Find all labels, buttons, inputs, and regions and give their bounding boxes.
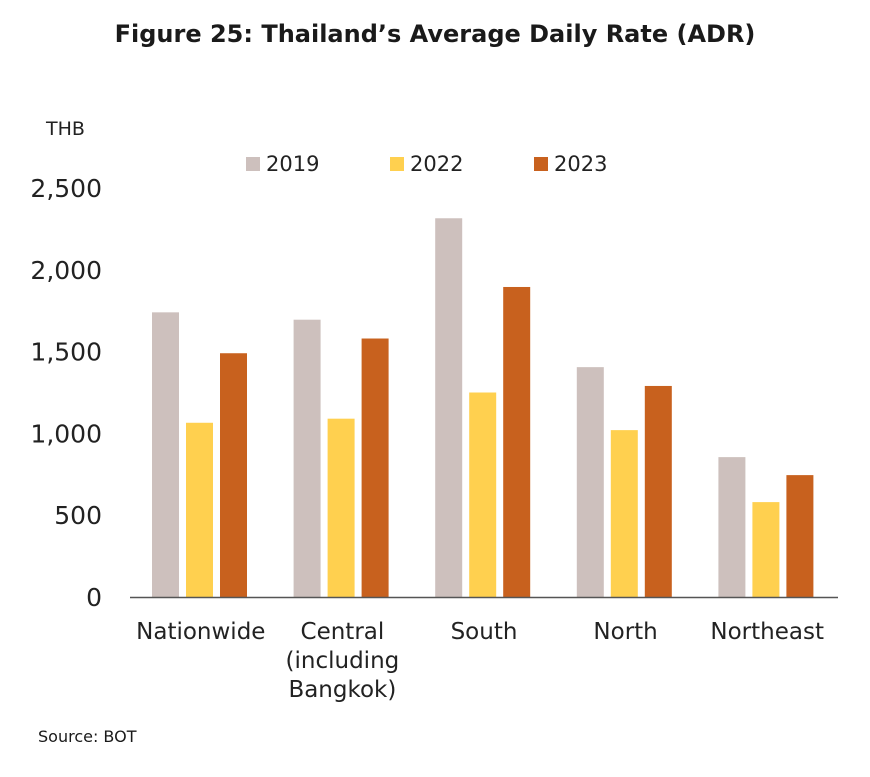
y-tick-label: 1,000 bbox=[30, 419, 102, 448]
x-category-label: North bbox=[593, 619, 657, 645]
bar-2023 bbox=[786, 475, 814, 597]
legend-label: 2019 bbox=[266, 152, 319, 176]
x-category-label: Northeast bbox=[710, 619, 824, 645]
y-tick-label: 2,500 bbox=[30, 174, 102, 203]
bar-2019 bbox=[293, 319, 321, 597]
bar-2019 bbox=[576, 367, 604, 597]
legend: 2019 2022 2023 bbox=[246, 152, 607, 176]
bar-2022 bbox=[752, 502, 780, 597]
y-tick-label: 1,500 bbox=[30, 338, 102, 367]
bar-2022 bbox=[327, 418, 355, 597]
x-category-label: South bbox=[451, 619, 518, 645]
source-note: Source: BOT bbox=[38, 727, 137, 746]
y-axis-unit-label: THB bbox=[45, 118, 85, 140]
bar-2022 bbox=[186, 422, 213, 597]
x-category-label: Nationwide bbox=[136, 619, 265, 645]
y-tick-label: 0 bbox=[86, 583, 102, 612]
bar-2022 bbox=[469, 392, 497, 597]
legend-swatch-2019 bbox=[246, 157, 260, 171]
legend-swatch-2022 bbox=[390, 157, 404, 171]
bar-2023 bbox=[644, 385, 672, 597]
bar-2019 bbox=[435, 218, 463, 598]
legend-label: 2022 bbox=[410, 152, 463, 176]
bar-2019 bbox=[152, 312, 179, 597]
chart-title: Figure 25: Thailand’s Average Daily Rate… bbox=[114, 20, 756, 48]
legend-swatch-2023 bbox=[534, 157, 548, 171]
y-tick-label: 500 bbox=[54, 501, 102, 530]
y-axis-ticks: 0 500 1,000 1,500 2,000 2,500 bbox=[30, 174, 102, 612]
bar-2023 bbox=[361, 338, 389, 597]
x-axis-labels: Nationwide Central (including Bangkok) South… bbox=[136, 619, 824, 703]
bar-2023 bbox=[220, 353, 247, 597]
bars bbox=[152, 218, 814, 598]
y-tick-label: 2,000 bbox=[30, 256, 102, 285]
legend-label: 2023 bbox=[554, 152, 607, 176]
x-category-label: Central (including Bangkok) bbox=[286, 619, 400, 703]
bar-2022 bbox=[610, 430, 638, 597]
bar-2023 bbox=[503, 286, 531, 597]
bar-2019 bbox=[718, 457, 746, 597]
